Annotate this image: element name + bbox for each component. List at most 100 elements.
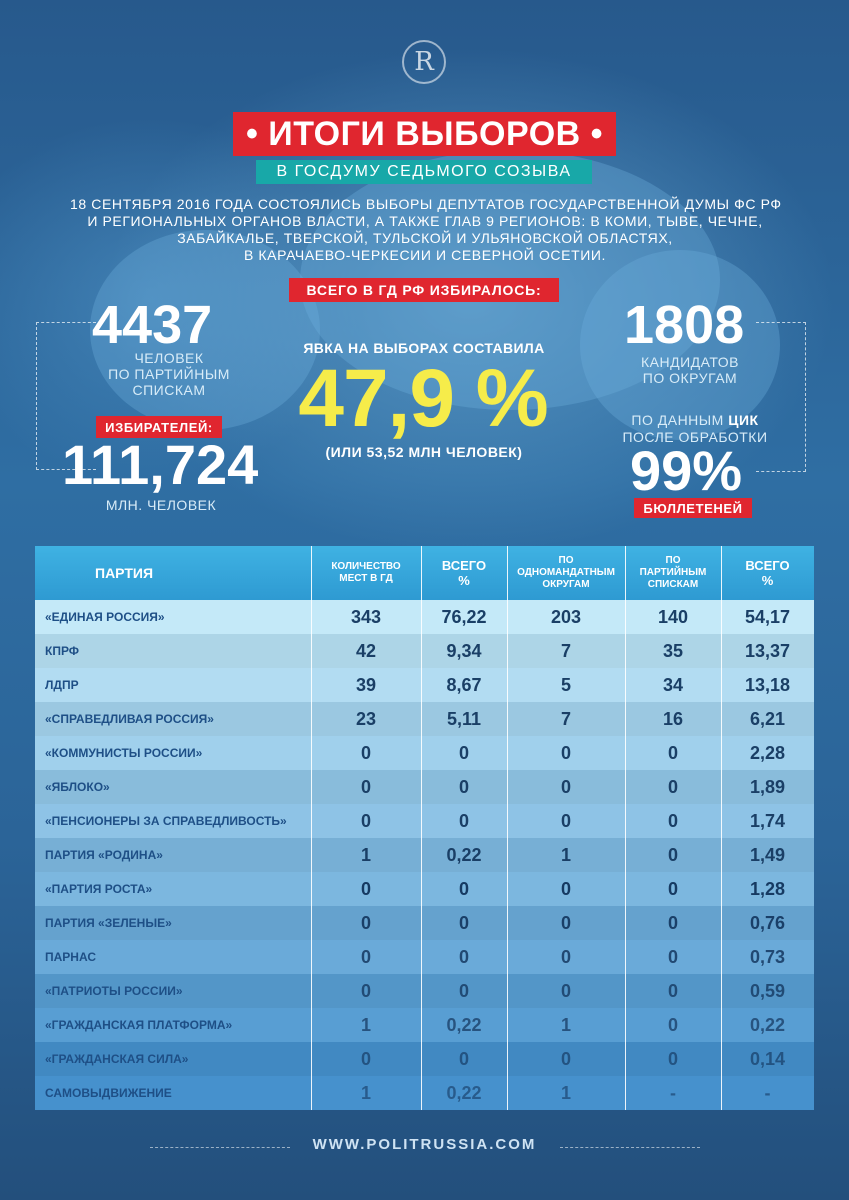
cell-list: 0	[667, 844, 678, 865]
cell-votes-pct: 0,73	[749, 946, 786, 967]
cell-seats: 0	[360, 742, 371, 763]
district-candidates-count: 1808	[624, 295, 745, 355]
cell-single: 0	[560, 742, 571, 763]
caption-line: КАНДИДАТОВ	[640, 354, 740, 370]
cell-party: «ГРАЖДАНСКАЯ СИЛА»	[45, 1052, 189, 1066]
cell-seats: 42	[355, 640, 377, 661]
voters-caption: МЛН. ЧЕЛОВЕК	[105, 497, 217, 513]
cell-single: 5	[560, 674, 571, 695]
cell-votes-pct: 0,14	[749, 1048, 786, 1069]
cell-party: ПАРТИЯ «РОДИНА»	[45, 848, 163, 862]
cell-list: 140	[657, 606, 689, 627]
cell-seats: 0	[360, 1048, 371, 1069]
column-separator	[625, 546, 626, 1110]
column-separator	[421, 546, 422, 1110]
cell-single: 0	[560, 810, 571, 831]
intro-line: В КАРАЧАЕВО-ЧЕРКЕСИИ И СЕВЕРНОЙ ОСЕТИИ.	[243, 247, 607, 263]
cell-party: ПАРТИЯ «ЗЕЛЕНЫЕ»	[45, 916, 172, 930]
cell-single: 0	[560, 1048, 571, 1069]
table-row: ПАРТИЯ «ЗЕЛЕНЫЕ» 0 0 0 0 0,76	[35, 906, 814, 940]
footer-divider	[560, 1147, 700, 1148]
cell-party: «ПАРТИЯ РОСТА»	[45, 882, 153, 896]
cell-party: «ПАТРИОТЫ РОССИИ»	[45, 984, 183, 998]
cell-seats: 0	[360, 946, 371, 967]
cell-party: «ЕДИНАЯ РОССИЯ»	[45, 610, 165, 624]
cell-party: «ПЕНСИОНЕРЫ ЗА СПРАВЕДЛИВОСТЬ»	[45, 814, 287, 828]
cik-prefix: ПО ДАННЫМ	[631, 412, 729, 428]
logo: R	[402, 40, 446, 84]
cell-list: 0	[667, 810, 678, 831]
cell-votes-pct: 0,22	[749, 1014, 786, 1035]
footer-divider	[150, 1147, 290, 1148]
cell-list: 0	[667, 912, 678, 933]
dashed-bracket-left	[36, 322, 96, 470]
turnout-sub: (ИЛИ 53,52 МЛН ЧЕЛОВЕК)	[325, 444, 523, 460]
cell-seats: 343	[350, 606, 382, 627]
page-subtitle: В ГОСДУМУ СЕДЬМОГО СОЗЫВА	[256, 160, 592, 184]
table-row: «СПРАВЕДЛИВАЯ РОССИЯ» 23 5,11 7 16 6,21	[35, 702, 814, 736]
cell-list: 16	[662, 708, 684, 729]
cell-single: 1	[560, 844, 571, 865]
cell-list: 0	[667, 742, 678, 763]
cell-seats-pct: 0	[458, 742, 469, 763]
header-single-mandate: ПО ОДНОМАНДАТНЫМ ОКРУГАМ	[517, 555, 615, 590]
caption-line: ПО ПАРТИЙНЫМ	[108, 366, 230, 382]
cell-party: «СПРАВЕДЛИВАЯ РОССИЯ»	[45, 712, 214, 726]
cell-seats: 1	[360, 1082, 371, 1103]
cik-line: ПО ДАННЫМ ЦИК	[610, 412, 780, 428]
footer-site: WWW.POLITRUSSIA.COM	[312, 1136, 537, 1153]
cell-list: 0	[667, 878, 678, 899]
processed-percent: 99%	[630, 439, 743, 502]
cell-single: 0	[560, 946, 571, 967]
cell-single: 1	[560, 1014, 571, 1035]
header-seats: КОЛИЧЕСТВО МЕСТ В ГД	[331, 561, 401, 584]
cell-party: «ГРАЖДАНСКАЯ ПЛАТФОРМА»	[45, 1018, 233, 1032]
cell-votes-pct: 1,74	[749, 810, 786, 831]
header-votes-pct: ВСЕГО %	[745, 558, 790, 588]
cell-seats: 0	[360, 878, 371, 899]
cell-seats-pct: 0	[458, 776, 469, 797]
table-row: ПАРТИЯ «РОДИНА» 1 0,22 1 0 1,49	[35, 838, 814, 872]
cell-list: 0	[667, 1048, 678, 1069]
cell-party: ЛДПР	[45, 678, 79, 692]
cell-votes-pct: 0,76	[749, 912, 786, 933]
cell-list: 35	[662, 640, 684, 661]
party-list-count: 4437	[92, 295, 213, 355]
cell-single: 0	[560, 980, 571, 1001]
cell-list: -	[670, 1082, 676, 1103]
cell-party: «ЯБЛОКО»	[45, 780, 110, 794]
cell-votes-pct: 1,49	[749, 844, 786, 865]
cell-votes-pct: 2,28	[749, 742, 786, 763]
cell-single: 0	[560, 776, 571, 797]
cell-single: 0	[560, 878, 571, 899]
cell-seats: 1	[360, 844, 371, 865]
district-candidates-caption: КАНДИДАТОВ ПО ОКРУГАМ	[622, 354, 758, 386]
results-table: ПАРТИЯ КОЛИЧЕСТВО МЕСТ В ГД ВСЕГО % ПО О…	[35, 546, 814, 1110]
cell-votes-pct: 6,21	[749, 708, 786, 729]
table-row: КПРФ 42 9,34 7 35 13,37	[35, 634, 814, 668]
caption-line: СПИСКАМ	[132, 382, 206, 398]
ballots-tag: БЮЛЛЕТЕНЕЙ	[634, 498, 752, 518]
cell-seats-pct: 8,67	[446, 674, 482, 695]
cell-seats-pct: 0	[458, 878, 469, 899]
cell-votes-pct: 13,18	[744, 674, 791, 695]
cell-single: 7	[560, 640, 571, 661]
column-separator	[311, 546, 312, 1110]
column-separator	[507, 546, 508, 1110]
cell-votes-pct: 1,89	[749, 776, 786, 797]
cell-seats-pct: 0	[458, 1048, 469, 1069]
cell-seats-pct: 5,11	[446, 708, 482, 729]
cell-seats: 23	[355, 708, 377, 729]
intro-line: 18 СЕНТЯБРЯ 2016 ГОДА СОСТОЯЛИСЬ ВЫБОРЫ …	[70, 196, 782, 212]
cell-seats: 0	[360, 776, 371, 797]
caption-line: ПО ОКРУГАМ	[642, 370, 738, 386]
intro-line: И РЕГИОНАЛЬНЫХ ОРГАНОВ ВЛАСТИ, А ТАКЖЕ Г…	[87, 213, 763, 229]
cell-seats-pct: 0,22	[446, 844, 482, 865]
table-row: «ЯБЛОКО» 0 0 0 0 1,89	[35, 770, 814, 804]
cell-list: 34	[662, 674, 684, 695]
table-row: «КОММУНИСТЫ РОССИИ» 0 0 0 0 2,28	[35, 736, 814, 770]
table-row: «ГРАЖДАНСКАЯ ПЛАТФОРМА» 1 0,22 1 0 0,22	[35, 1008, 814, 1042]
voters-count: 111,724	[62, 433, 259, 496]
cell-votes-pct: 54,17	[744, 606, 791, 627]
cell-seats: 0	[360, 912, 371, 933]
